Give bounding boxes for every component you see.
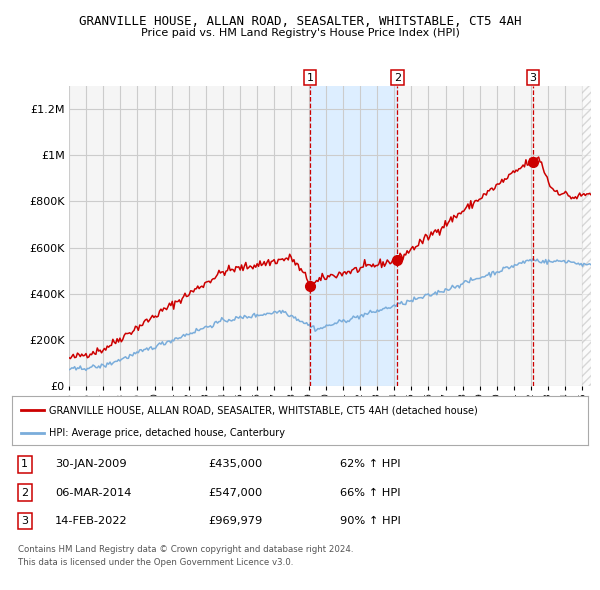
Bar (310, 86, 397, 386)
Text: GRANVILLE HOUSE, ALLAN ROAD, SEASALTER, WHITSTABLE, CT5 4AH: GRANVILLE HOUSE, ALLAN ROAD, SEASALTER, … (79, 15, 521, 28)
Text: 2: 2 (21, 488, 28, 497)
Bar (583, 86, 591, 386)
Text: 14-FEB-2022: 14-FEB-2022 (55, 516, 128, 526)
Text: £435,000: £435,000 (208, 460, 262, 469)
Text: Price paid vs. HM Land Registry's House Price Index (HPI): Price paid vs. HM Land Registry's House … (140, 28, 460, 38)
Text: 30-JAN-2009: 30-JAN-2009 (55, 460, 127, 469)
Text: 3: 3 (530, 73, 536, 83)
Text: Contains HM Land Registry data © Crown copyright and database right 2024.: Contains HM Land Registry data © Crown c… (18, 545, 353, 554)
Text: 66% ↑ HPI: 66% ↑ HPI (340, 488, 401, 497)
Text: £969,979: £969,979 (208, 516, 262, 526)
Text: GRANVILLE HOUSE, ALLAN ROAD, SEASALTER, WHITSTABLE, CT5 4AH (detached house): GRANVILLE HOUSE, ALLAN ROAD, SEASALTER, … (49, 405, 478, 415)
Text: 90% ↑ HPI: 90% ↑ HPI (340, 516, 401, 526)
Text: 2: 2 (394, 73, 401, 83)
Text: 1: 1 (21, 460, 28, 469)
Text: 1: 1 (307, 73, 313, 83)
Text: This data is licensed under the Open Government Licence v3.0.: This data is licensed under the Open Gov… (18, 558, 293, 566)
Text: £547,000: £547,000 (208, 488, 262, 497)
Text: 06-MAR-2014: 06-MAR-2014 (55, 488, 131, 497)
Text: 62% ↑ HPI: 62% ↑ HPI (340, 460, 401, 469)
Text: HPI: Average price, detached house, Canterbury: HPI: Average price, detached house, Cant… (49, 428, 286, 438)
Text: 3: 3 (21, 516, 28, 526)
